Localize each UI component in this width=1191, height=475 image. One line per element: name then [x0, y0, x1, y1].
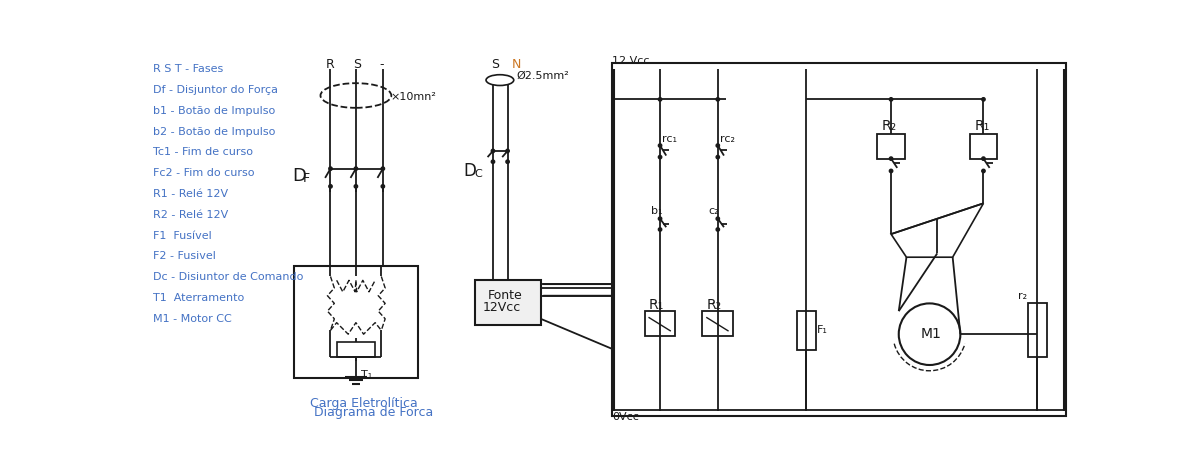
Circle shape — [716, 217, 719, 220]
Text: Carga Eletrolítica: Carga Eletrolítica — [311, 397, 418, 410]
Text: ×10mn²: ×10mn² — [391, 92, 436, 102]
Text: rc₂: rc₂ — [721, 134, 735, 144]
Text: S: S — [491, 58, 499, 71]
Text: T₁: T₁ — [361, 370, 373, 380]
Text: R1 - Relé 12V: R1 - Relé 12V — [154, 189, 229, 199]
Text: F2 - Fusivel: F2 - Fusivel — [154, 251, 217, 261]
Text: R₂: R₂ — [881, 119, 897, 133]
Circle shape — [506, 149, 510, 152]
Circle shape — [329, 185, 332, 188]
Text: R S T - Fases: R S T - Fases — [154, 64, 224, 74]
Circle shape — [981, 169, 985, 172]
Text: r₂: r₂ — [1018, 291, 1027, 301]
Text: Df - Disjuntor do Força: Df - Disjuntor do Força — [154, 85, 279, 95]
Text: R₁: R₁ — [649, 298, 663, 312]
Bar — [969, 134, 997, 159]
Text: D: D — [292, 167, 306, 185]
Text: R₁: R₁ — [974, 119, 990, 133]
Circle shape — [716, 155, 719, 159]
Text: M1: M1 — [921, 327, 941, 341]
Text: 12Vcc: 12Vcc — [484, 301, 522, 314]
Circle shape — [890, 169, 893, 172]
Bar — [644, 311, 675, 336]
Circle shape — [381, 185, 385, 188]
Circle shape — [659, 217, 662, 220]
Text: b1 - Botão de Impulso: b1 - Botão de Impulso — [154, 106, 275, 116]
Circle shape — [659, 144, 662, 147]
Circle shape — [354, 185, 357, 188]
Text: Fc2 - Fim do curso: Fc2 - Fim do curso — [154, 168, 255, 178]
Circle shape — [890, 98, 893, 101]
Text: c₂: c₂ — [709, 206, 719, 216]
Text: F: F — [303, 172, 310, 185]
Circle shape — [890, 157, 893, 161]
Bar — [878, 134, 905, 159]
Text: C: C — [474, 169, 482, 179]
Text: b2 - Botão de Impulso: b2 - Botão de Impulso — [154, 127, 276, 137]
Circle shape — [716, 144, 719, 147]
Text: M1 - Motor CC: M1 - Motor CC — [154, 314, 232, 324]
Circle shape — [354, 167, 357, 171]
Circle shape — [506, 160, 510, 163]
Text: 12 Vcc: 12 Vcc — [612, 56, 650, 66]
Text: rc₁: rc₁ — [662, 134, 678, 144]
Text: b₁: b₁ — [650, 206, 662, 216]
Circle shape — [659, 228, 662, 231]
Bar — [294, 266, 418, 378]
Text: Fonte: Fonte — [487, 289, 523, 302]
Circle shape — [491, 149, 494, 152]
Text: -: - — [379, 58, 384, 71]
Circle shape — [716, 98, 719, 101]
Bar — [475, 280, 541, 325]
Text: 0Vcc: 0Vcc — [612, 412, 640, 422]
Text: Tc1 - Fim de curso: Tc1 - Fim de curso — [154, 147, 254, 158]
Circle shape — [981, 157, 985, 161]
Text: S: S — [353, 58, 361, 71]
Text: Dc - Disiuntor de Comando: Dc - Disiuntor de Comando — [154, 272, 304, 282]
Circle shape — [716, 228, 719, 231]
Text: R: R — [326, 58, 335, 71]
Text: D: D — [463, 162, 476, 180]
Circle shape — [659, 98, 662, 101]
Text: R₂: R₂ — [706, 298, 722, 312]
Text: F₁: F₁ — [817, 325, 828, 335]
Circle shape — [491, 160, 494, 163]
Circle shape — [981, 98, 985, 101]
Circle shape — [381, 167, 385, 171]
Bar — [337, 342, 375, 357]
Bar — [703, 311, 734, 336]
Bar — [611, 63, 1066, 416]
Text: Diagrama de Forca: Diagrama de Forca — [313, 406, 432, 419]
Text: F1  Fusível: F1 Fusível — [154, 231, 212, 241]
Text: R2 - Relé 12V: R2 - Relé 12V — [154, 210, 229, 220]
Circle shape — [659, 155, 662, 159]
Text: N: N — [512, 58, 522, 71]
Text: Ø2.5mm²: Ø2.5mm² — [517, 71, 569, 81]
Bar — [1028, 304, 1047, 357]
Text: T1  Aterramento: T1 Aterramento — [154, 293, 244, 303]
Circle shape — [329, 167, 332, 171]
Bar — [797, 311, 816, 350]
